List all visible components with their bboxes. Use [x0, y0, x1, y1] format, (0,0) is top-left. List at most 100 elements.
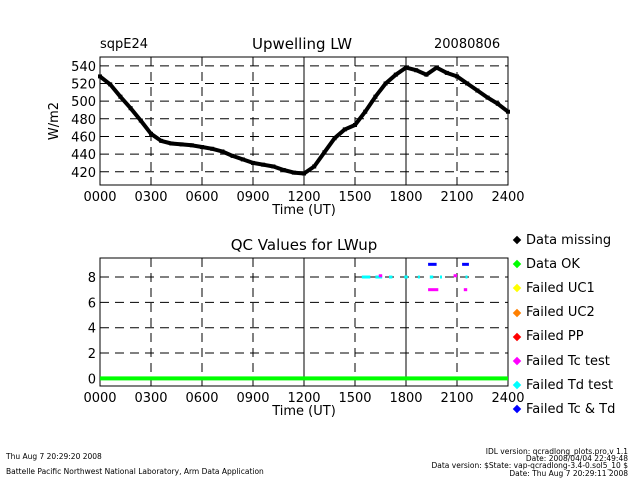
lwup-data-point — [118, 94, 123, 99]
lwup-data-point — [138, 118, 143, 123]
lwup-data-point — [281, 167, 286, 172]
legend-marker-icon — [512, 235, 522, 245]
y-tick-label: 460 — [71, 130, 96, 145]
y-tick-label: 8 — [88, 271, 96, 286]
y-tick-label: 500 — [71, 95, 96, 110]
legend-marker-icon — [512, 284, 522, 293]
lwup-data-point — [332, 136, 337, 141]
x-tick-label: 2100 — [440, 391, 473, 406]
footer-data-version: Data version: $State: vap-qcradlong-3.4-… — [431, 461, 628, 471]
lwup-data-point — [312, 164, 317, 169]
legend-item-failed-uc1: Failed UC1 — [512, 276, 640, 300]
lwup-data-point — [251, 160, 255, 165]
legend-marker-icon — [512, 332, 522, 342]
lwup-data-point — [169, 141, 174, 146]
lwup-data-point — [475, 88, 480, 93]
qc-mark-failed-tc-test — [463, 288, 468, 292]
lwup-data-point — [200, 145, 204, 150]
y-tick-label: 6 — [88, 296, 96, 311]
x-tick-label: 1500 — [338, 391, 371, 406]
qc-legend: Data missing Data OK Failed UC1 Failed U… — [512, 228, 640, 422]
legend-label: Data OK — [526, 256, 580, 272]
qc-mark-failed-td-test — [465, 275, 468, 279]
lwup-data-point — [179, 142, 184, 147]
y-axis-label: W/m2 — [47, 102, 62, 140]
lwup-data-point — [302, 171, 306, 176]
lwup-data-point — [444, 70, 449, 75]
x-tick-label: 2400 — [491, 190, 524, 205]
lwup-data-point — [210, 146, 215, 151]
legend-item-data-ok: Data OK — [512, 252, 640, 276]
lwup-data-point — [465, 81, 470, 86]
lwup-data-point — [506, 109, 510, 114]
lwup-data-point — [108, 82, 113, 87]
x-tick-label: 0000 — [83, 190, 116, 205]
x-tick-label: 0600 — [185, 391, 218, 406]
x-tick-label: 0900 — [236, 190, 269, 205]
legend-label: Failed Tc test — [526, 353, 610, 369]
x-tick-label: 0300 — [134, 190, 167, 205]
qc-mark-failed-td-test — [389, 275, 393, 279]
y-tick-label: 480 — [71, 113, 96, 128]
lwup-data-point — [189, 143, 194, 148]
lwup-data-point — [393, 72, 398, 77]
x-tick-label: 1800 — [389, 391, 422, 406]
lwup-data-point — [373, 94, 378, 99]
lwup-data-point — [128, 106, 133, 111]
x-tick-label: 0300 — [134, 391, 167, 406]
legend-marker-icon — [512, 405, 522, 414]
x-tick-label: 1500 — [338, 190, 371, 205]
site-label: sqpE24 — [100, 37, 149, 52]
footer-idl-date: Date: 2008/04/04 22:49:48 — [525, 454, 628, 464]
lwup-data-point — [230, 153, 235, 158]
legend-label: Failed Tc & Td — [526, 401, 616, 417]
lwup-data-point — [495, 101, 500, 106]
lwup-data-point — [220, 149, 225, 154]
footer-left: Thu Aug 7 20:29:20 2008 Battelle Pacific… — [6, 452, 264, 476]
y-tick-label: 2 — [88, 347, 96, 362]
y-tick-label: 0 — [88, 372, 96, 387]
legend-label: Failed UC2 — [526, 305, 595, 321]
y-tick-label: 4 — [88, 322, 96, 337]
qc-mark-failed-td-test — [417, 275, 420, 279]
qc-mark-failed-td-test — [429, 275, 434, 279]
qc-mark-failed-tc-test — [453, 274, 457, 278]
x-tick-label: 0600 — [185, 190, 218, 205]
legend-label: Failed PP — [526, 329, 584, 345]
lwup-data-point — [342, 127, 347, 132]
y-tick-label: 520 — [71, 77, 96, 92]
footer-idl-version: IDL version: qcradlong_plots.pro,v 1.1 — [485, 447, 628, 456]
plot-frame — [99, 56, 509, 186]
legend-label: Failed UC1 — [526, 280, 595, 296]
lwup-data-point — [271, 164, 276, 169]
footer-data-date: Date: Thu Aug 7 20:29:11 2008 — [509, 468, 628, 478]
legend-marker-icon — [512, 308, 522, 317]
footer-timestamp: Thu Aug 7 20:29:20 2008 — [6, 452, 102, 461]
lwup-data-point — [424, 72, 429, 77]
upwelling-chart-title: Upwelling LW — [252, 35, 353, 53]
lwup-data-point — [240, 157, 245, 162]
legend-marker-icon — [512, 380, 522, 390]
legend-marker-icon — [512, 356, 522, 366]
qc-mark-data-ok — [100, 376, 508, 381]
qc-mark-failed-tc-td — [462, 262, 469, 266]
x-tick-label: 0900 — [236, 391, 269, 406]
y-tick-label: 440 — [71, 148, 96, 163]
qc-mark-failed-td-test — [361, 275, 371, 279]
date-label: 20080806 — [434, 37, 501, 52]
lwup-data-point — [485, 95, 490, 100]
footer-lab: Battelle Pacific Northwest National Labo… — [6, 467, 264, 476]
qc-mark-failed-tc-test — [378, 274, 383, 278]
legend-item-failed-uc2: Failed UC2 — [512, 301, 640, 325]
lwup-data-point — [322, 150, 327, 155]
lwup-data-point — [404, 65, 408, 70]
legend-item-failed-tc-td: Failed Tc & Td — [512, 397, 640, 421]
x-axis-label: Time (UT) — [271, 203, 336, 218]
x-tick-label: 0000 — [83, 391, 116, 406]
legend-marker-icon — [512, 260, 522, 269]
lwup-data-point — [149, 131, 153, 136]
legend-label: Failed Td test — [526, 377, 614, 393]
